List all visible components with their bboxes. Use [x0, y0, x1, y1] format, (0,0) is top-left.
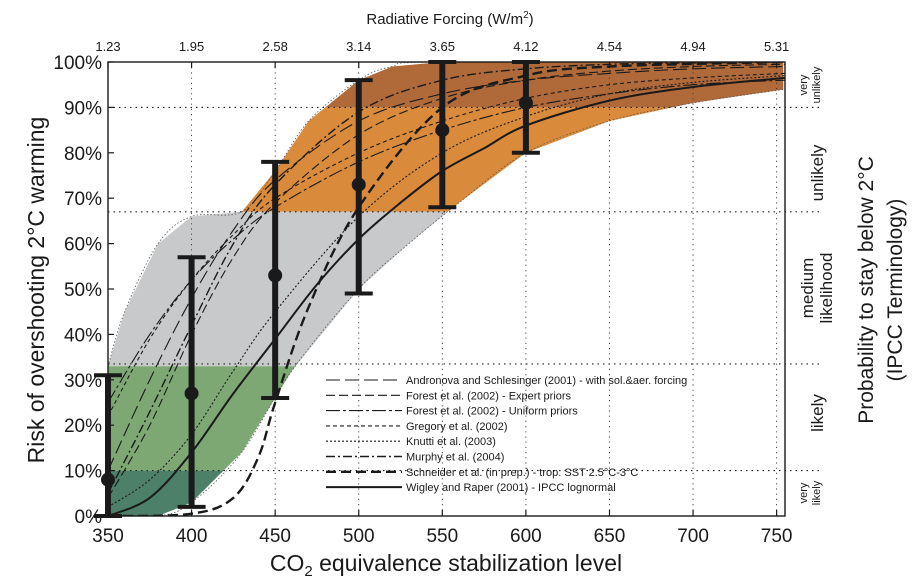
y-axis-ticks: 0% 10% 20% 30% 40% 50% 60% 70% 80% 90% 100%	[53, 53, 114, 528]
top-tick-label-4: 3.65	[430, 39, 455, 54]
errorbar-point-3	[351, 177, 366, 192]
x-tick-label-0: 350	[92, 526, 124, 547]
y-tick-label-1: 10%	[64, 462, 102, 483]
x-tick-label-5: 600	[510, 526, 542, 547]
legend-label-4: Knutti et al. (2003)	[406, 436, 496, 448]
band-label-very-likely-1: very	[798, 482, 810, 503]
x-tick-label-2: 450	[259, 526, 291, 547]
legend-label-1: Forest et al. (2002) - Expert priors	[406, 390, 572, 402]
series-line-3	[108, 72, 785, 417]
errorbar-point-4	[435, 123, 450, 138]
envelope-lower-edge	[108, 88, 785, 516]
errorbar-point-2	[268, 268, 283, 283]
band-label-medium-1: medium	[798, 258, 817, 318]
legend-label-0: Andronova and Schlesinger (2001) - with …	[406, 375, 687, 387]
y-axis-title-left: Risk of overshooting 2°C warming	[23, 117, 49, 464]
top-tick-label-5: 4.12	[513, 39, 538, 54]
y-tick-label-4: 40%	[64, 325, 102, 346]
y-axis-title-right-1: Probability to stay below 2°C	[855, 156, 878, 424]
band-labels: very unlikely unlikely medium likelihood…	[798, 66, 836, 505]
top-tick-label-8: 5.31	[764, 39, 789, 54]
errorbar-point-5	[518, 95, 533, 110]
y-tick-label-5: 50%	[64, 280, 102, 301]
band-label-very-likely-2: likely	[811, 480, 823, 505]
band-label-very-unlikely-2: unlikely	[811, 66, 823, 103]
study-curves	[108, 62, 785, 516]
y-tick-label-0: 0%	[75, 507, 103, 528]
top-axis-title: Radiative Forcing (W/m2)	[366, 10, 533, 28]
band-label-very-unlikely-1: very	[798, 74, 810, 95]
legend-label-5: Murphy et al. (2004)	[406, 452, 504, 464]
legend-label-3: Gregory et al. (2002)	[406, 421, 508, 433]
x-tick-label-3: 500	[343, 526, 375, 547]
band-label-unlikely: unlikely	[808, 144, 827, 201]
legend-label-2: Forest et al. (2002) - Uniform priors	[406, 406, 578, 418]
top-tick-label-6: 4.54	[597, 39, 622, 54]
band-fill-0	[108, 62, 784, 108]
errorbar-point-1	[184, 386, 199, 401]
top-tick-label-1: 1.95	[179, 39, 204, 54]
top-tick-label-3: 3.14	[346, 39, 371, 54]
top-tick-label-0: 1.23	[95, 39, 120, 54]
top-tick-label-7: 4.94	[680, 39, 705, 54]
y-tick-label-8: 80%	[64, 144, 102, 165]
x-tick-label-8: 750	[761, 526, 793, 547]
envelope-upper-edge	[108, 62, 785, 367]
x-axis-title: CO2 equivalence stabilization level	[270, 550, 622, 580]
y-tick-label-9: 90%	[64, 98, 102, 119]
x-tick-label-1: 400	[176, 526, 208, 547]
x-tick-label-4: 550	[426, 526, 458, 547]
x-tick-label-6: 650	[594, 526, 626, 547]
x-tick-label-7: 700	[677, 526, 709, 547]
legend: Andronova and Schlesinger (2001) - with …	[326, 375, 687, 494]
y-axis-title-right-2: (IPCC Terminology)	[884, 199, 907, 382]
series-line-2	[108, 79, 785, 403]
series-line-6	[108, 62, 785, 516]
legend-label-7: Wigley and Raper (2001) - IPCC lognormal	[406, 482, 616, 494]
y-tick-label-6: 60%	[64, 235, 102, 256]
y-tick-label-2: 20%	[64, 416, 102, 437]
top-tick-label-2: 2.58	[263, 39, 288, 54]
top-axis-ticks: 1.23 1.95 2.58 3.14 3.65 4.12 4.54 4.94 5.31	[95, 39, 789, 68]
y-tick-label-10: 100%	[53, 53, 102, 74]
y-tick-label-3: 30%	[64, 371, 102, 392]
x-axis-ticks: 350 400 450 500 550 600 650 700 750	[92, 510, 792, 547]
band-label-likely: likely	[808, 394, 827, 432]
series-line-7	[108, 76, 785, 516]
legend-label-6: Schneider et al. (in prep.) - trop. SST …	[406, 467, 638, 479]
band-label-medium-2: likelihood	[817, 253, 836, 324]
y-tick-label-7: 70%	[64, 189, 102, 210]
